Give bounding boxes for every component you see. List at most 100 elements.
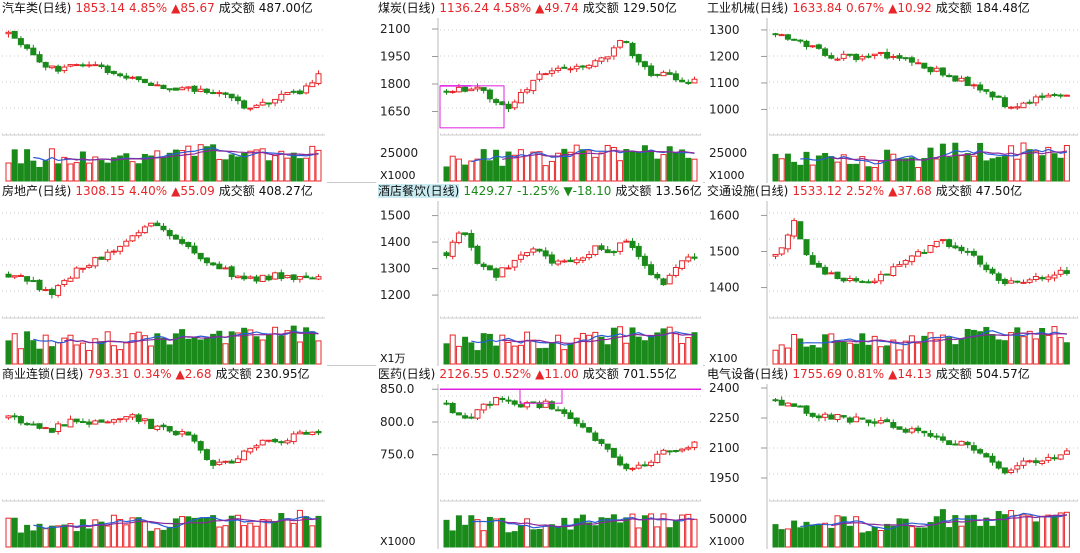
volume-bar <box>983 327 990 365</box>
candle <box>791 38 798 41</box>
candle <box>567 409 574 420</box>
volume-bar <box>567 151 574 182</box>
candle <box>871 53 878 60</box>
panel-header: 汽车类(日线) 1853.14 4.85% ▲85.67 成交额 487.00亿 <box>2 0 317 16</box>
panel-title: 房地产(日线) <box>2 184 72 198</box>
volume-bar <box>166 344 173 365</box>
kline-panel[interactable]: 酒店餐饮(日线) 1429.27 -1.25% ▼-18.10 成交额 13.56亿 150… <box>376 183 703 366</box>
volume-bar <box>890 153 897 182</box>
volume-bar <box>104 162 111 182</box>
candle <box>315 429 322 436</box>
volume-bar <box>884 345 891 365</box>
candle <box>222 91 229 99</box>
candle <box>890 263 897 277</box>
candle <box>834 413 841 423</box>
candle <box>970 248 977 258</box>
volume-bar <box>648 513 655 548</box>
kline-panel[interactable]: 电气设备(日线) 1755.69 0.81% ▲14.13 成交额 504.57亿 2400… <box>705 366 1080 549</box>
candle <box>129 413 136 421</box>
volume-bar <box>210 333 217 365</box>
candle <box>995 460 1002 470</box>
volume-bar <box>443 166 450 182</box>
candle <box>449 90 456 94</box>
kline-panel[interactable]: 煤炭(日线) 1136.24 4.58% ▲49.74 成交额 129.50亿 2100 19… <box>376 0 703 183</box>
candle <box>253 443 260 451</box>
volume-bar <box>449 530 456 548</box>
candle <box>247 447 254 455</box>
candle <box>141 78 148 84</box>
change-amount: ▲14.13 <box>888 367 932 381</box>
volume-bar <box>272 326 279 365</box>
volume-bar <box>666 146 673 182</box>
volume-bar <box>834 161 841 182</box>
kline-panel[interactable]: 工业机械(日线) 1633.84 0.67% ▲10.92 成交额 184.48亿 1300… <box>705 0 1080 183</box>
volume-bar <box>1014 158 1021 182</box>
candle <box>592 430 599 442</box>
kline-panel[interactable]: 医药(日线) 2126.55 0.52% ▲11.00 成交额 701.55亿 850.0 8… <box>376 366 703 549</box>
candle <box>511 99 518 111</box>
amount-value: 47.50亿 <box>975 184 1023 198</box>
candle <box>654 272 661 281</box>
candle <box>927 66 934 75</box>
volume-ma-line <box>471 331 695 346</box>
candle <box>939 67 946 78</box>
candle <box>579 64 586 71</box>
volume-bar <box>1057 157 1064 182</box>
candle <box>511 399 518 407</box>
candle <box>265 102 272 108</box>
volume-bar <box>989 525 996 548</box>
candle <box>977 447 984 455</box>
volume-bar <box>123 342 130 365</box>
candle <box>1039 459 1046 466</box>
volume-ma-line <box>64 517 319 529</box>
candle <box>573 417 580 427</box>
volume-bar <box>598 336 605 365</box>
candle <box>983 452 990 458</box>
candle <box>1057 266 1064 277</box>
volume-bar <box>691 332 698 365</box>
candle <box>67 63 74 68</box>
volume-bar <box>30 530 37 548</box>
volume-bar <box>222 343 229 365</box>
kline-panel[interactable]: 商业连锁(日线) 793.31 0.34% ▲2.68 成交额 230.95亿 <box>0 366 327 549</box>
volume-bar <box>61 524 68 548</box>
price-tick-label: 1600 <box>709 208 740 222</box>
volume-bar <box>278 150 285 182</box>
candle <box>648 261 655 276</box>
volume-bar <box>921 158 928 182</box>
amount-value: 504.57亿 <box>975 367 1030 381</box>
volume-bar <box>561 148 568 182</box>
volume-bar <box>641 340 648 365</box>
kline-panel[interactable]: 房地产(日线) 1308.15 4.40% ▲55.09 成交额 408.27亿 <box>0 183 327 366</box>
volume-bar <box>449 155 456 182</box>
volume-bar <box>797 338 804 365</box>
kline-panel[interactable]: 汽车类(日线) 1853.14 4.85% ▲85.67 成交额 487.00亿 <box>0 0 327 183</box>
candle <box>234 455 241 464</box>
volume-bar <box>462 336 469 365</box>
candle <box>36 51 43 64</box>
candle <box>908 426 915 435</box>
kline-panel[interactable]: 交通设施(日线) 1533.12 2.52% ▲37.68 成交额 47.50亿 1600 1… <box>705 183 1080 366</box>
volume-bar <box>1063 145 1070 182</box>
volume-bar <box>679 343 686 365</box>
volume-bar <box>154 150 161 182</box>
candle <box>791 217 798 239</box>
volume-bar <box>290 152 297 182</box>
volume-bar <box>542 347 549 365</box>
volume-bar <box>166 526 173 548</box>
candle <box>216 458 223 466</box>
candle <box>154 424 161 432</box>
candle <box>946 440 953 446</box>
volume-bar <box>92 338 99 365</box>
candle <box>896 426 903 430</box>
candle <box>660 277 667 286</box>
volume-bar <box>443 343 450 365</box>
volume-ma-line <box>33 147 319 162</box>
candle <box>828 270 835 275</box>
volume-tick-label: 25000 <box>380 146 418 160</box>
volume-bar <box>877 346 884 365</box>
candle <box>210 459 217 469</box>
candle <box>493 397 500 406</box>
candle <box>654 73 661 78</box>
volume-bar <box>977 142 984 182</box>
